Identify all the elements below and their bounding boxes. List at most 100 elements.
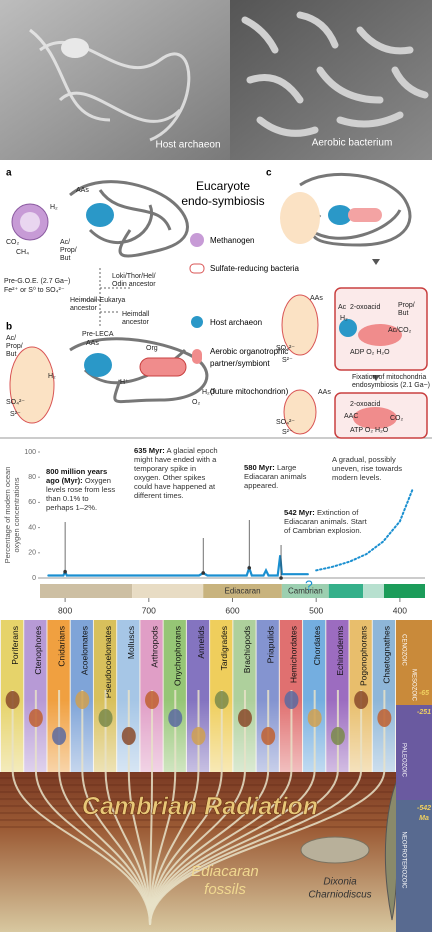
diagram-label: Heimdall-Eukarya xyxy=(70,297,125,304)
diagram-label: Pre-LECA xyxy=(82,331,114,338)
diagram-label: ancestor xyxy=(122,319,150,326)
photo xyxy=(0,0,230,160)
phylum-label: Acoelomates xyxy=(80,626,90,675)
legend-label: partner/symbiont xyxy=(210,359,270,368)
series-line xyxy=(47,555,309,577)
animal xyxy=(284,691,299,709)
y-tick-label: 20 xyxy=(28,550,36,557)
tree-branch xyxy=(104,690,151,926)
phylum-label: Chordates xyxy=(312,626,322,665)
annotation-head: 635 Myr: xyxy=(134,446,165,455)
x-tick-label: 400 xyxy=(393,605,407,615)
age-label: -65 xyxy=(419,690,429,697)
diagram-label: Loki/Thor/Hel/ xyxy=(112,273,156,280)
age-label: -251 xyxy=(417,709,431,716)
tree-branch xyxy=(149,690,246,926)
legend-label: Aerobic organotrophic xyxy=(210,347,288,356)
annotation: 542 Myr: Extinction of Ediacaran animals… xyxy=(284,508,370,535)
panel-label: a xyxy=(6,168,12,179)
fossil-name: Charniodiscus xyxy=(308,890,371,901)
period-label: Ediacaran xyxy=(225,587,261,596)
phylum-label: Pogonophorans xyxy=(358,626,368,686)
phylum-label: Echinoderms xyxy=(335,626,345,676)
annotation-text: ? xyxy=(305,577,313,593)
sulfate-reducer xyxy=(9,346,55,424)
fossil-label: fossils xyxy=(204,881,246,898)
diagram-label: 2-oxoacid xyxy=(350,401,380,408)
diagram-labels: AAs H₂ CO₂ CH₄ Ac/Prop/But Pre-G.O.E. (2.7 Ga… xyxy=(4,187,430,436)
archaeon-protrusions xyxy=(69,337,209,404)
host-archaeon xyxy=(84,353,112,377)
annotation: A gradual, possibly uneven, rise towards… xyxy=(332,455,424,482)
sulfate-reducer xyxy=(283,389,317,435)
annotation-dot xyxy=(201,571,206,575)
annotation: ? xyxy=(305,578,319,592)
animal xyxy=(214,691,229,709)
diagram-label: Prop/ xyxy=(60,247,77,254)
sulfate-reducer xyxy=(281,294,319,356)
period-band xyxy=(40,584,133,598)
diagram-label: H₂O xyxy=(202,389,216,396)
phylum-label: Annelids xyxy=(196,626,206,659)
animal xyxy=(377,709,392,727)
diagram-label: Prop/ xyxy=(6,343,23,350)
annotation: 580 Myr: Large Ediacaran animals appeare… xyxy=(244,463,322,490)
tree-branch xyxy=(149,690,223,926)
diagram-label: CO₂ xyxy=(390,415,404,422)
diagram-label: SO₄²⁻ xyxy=(276,345,295,352)
animal xyxy=(168,709,183,727)
sulfate-reducer xyxy=(280,192,320,244)
diagram-label: But xyxy=(6,351,17,358)
legend-label: Methanogen xyxy=(210,236,254,245)
tree-branch xyxy=(58,690,151,926)
annotation-dot xyxy=(279,576,283,580)
fossil-label: Ediacaran xyxy=(191,863,259,880)
diagram-label: AAs xyxy=(76,187,89,194)
y-axis-label: oxygen concentrations xyxy=(12,477,21,552)
lineage xyxy=(80,268,130,328)
diagram-label: ATP O₂ H₂O xyxy=(350,427,389,434)
aerobic-partner xyxy=(353,407,397,429)
annotation-text: Oxygen levels rose from less than 0.1% t… xyxy=(46,476,116,512)
diagram-label: Ac/ xyxy=(60,239,70,246)
series-line xyxy=(315,488,414,572)
host-archaeon xyxy=(86,203,114,227)
diagram-label: H₂ xyxy=(340,315,348,322)
phylum-label: Onychophorans xyxy=(173,626,183,686)
diagram-label: endosymbiosis (2.1 Ga~) xyxy=(352,382,430,389)
diagram-label: CO₂ xyxy=(6,239,20,246)
diagram-label: SO₄²⁻ xyxy=(6,399,25,406)
era-label: MESOZOIC xyxy=(410,669,416,702)
diagram-label: ancestor xyxy=(70,305,98,312)
legend-swatch xyxy=(189,263,205,274)
era-label: CENOZOIC xyxy=(400,634,406,666)
x-tick-label: 800 xyxy=(58,605,72,615)
fossil xyxy=(300,836,370,864)
legend-label: Sulfate-reducing bacteria xyxy=(210,264,299,273)
tree-branch xyxy=(11,690,151,926)
diagram-label: H⁺ xyxy=(120,379,129,386)
photo-caption: Aerobic bacterium xyxy=(312,138,393,149)
period-band xyxy=(363,584,384,598)
tree-branch xyxy=(81,690,151,926)
phylum-label: Brachiopods xyxy=(242,626,252,673)
era-band xyxy=(396,800,432,932)
tree-branch xyxy=(149,690,154,926)
y-tick-label: 100 xyxy=(24,449,36,456)
photo-caption: Host archaeon xyxy=(155,140,220,151)
phylum-label: Poriferans xyxy=(10,626,20,665)
era-band xyxy=(396,705,432,800)
diagram-title: endo-symbiosis xyxy=(181,194,264,208)
bacteria xyxy=(241,11,429,137)
animal xyxy=(28,709,43,727)
aerobic-partner xyxy=(358,324,402,346)
x-tick-label: 700 xyxy=(142,605,156,615)
age-label: -542 xyxy=(417,805,431,812)
diagram-label: But xyxy=(398,310,409,317)
annotation-head: 580 Myr: xyxy=(244,463,275,472)
animal xyxy=(145,691,160,709)
host-archaeon xyxy=(339,319,357,337)
animal xyxy=(330,727,345,745)
